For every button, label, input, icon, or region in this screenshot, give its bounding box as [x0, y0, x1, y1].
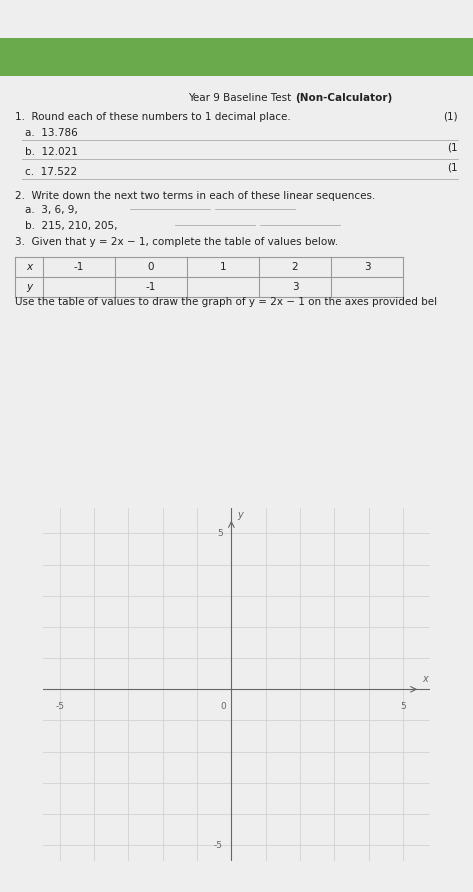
Text: 0: 0: [220, 702, 226, 711]
Text: (1: (1: [447, 162, 458, 172]
Text: c.  17.522: c. 17.522: [25, 168, 77, 178]
Text: Year 9 Baseline Test: Year 9 Baseline Test: [189, 93, 295, 103]
Bar: [0, 37, 473, 76]
Text: x: x: [26, 262, 32, 272]
Text: 3.  Given that y = 2x − 1, complete the table of values below.: 3. Given that y = 2x − 1, complete the t…: [15, 237, 338, 247]
Text: 1.  Round each of these numbers to 1 decimal place.: 1. Round each of these numbers to 1 deci…: [15, 112, 291, 121]
Text: (1): (1): [443, 112, 458, 121]
Text: 1: 1: [219, 262, 226, 272]
Text: (Non-Calculator): (Non-Calculator): [295, 93, 392, 103]
Text: y: y: [237, 509, 243, 520]
Text: -5: -5: [214, 840, 223, 850]
Text: -5: -5: [55, 702, 64, 711]
Text: b.  12.021: b. 12.021: [25, 147, 78, 158]
Text: 3: 3: [364, 262, 370, 272]
Text: b.  215, 210, 205,: b. 215, 210, 205,: [25, 221, 117, 231]
Text: (1: (1: [447, 143, 458, 153]
Text: a.  13.786: a. 13.786: [25, 128, 78, 137]
Text: 5: 5: [217, 529, 223, 538]
Text: y: y: [26, 282, 32, 292]
Text: 3: 3: [292, 282, 298, 292]
Text: x: x: [422, 673, 428, 683]
Text: Use the table of values to draw the graph of y = 2x − 1 on the axes provided bel: Use the table of values to draw the grap…: [15, 297, 437, 307]
Text: -1: -1: [146, 282, 156, 292]
Text: 5: 5: [400, 702, 406, 711]
Text: -1: -1: [74, 262, 84, 272]
Text: 2.  Write down the next two terms in each of these linear sequences.: 2. Write down the next two terms in each…: [15, 191, 376, 202]
Text: 0: 0: [148, 262, 154, 272]
Text: 2: 2: [292, 262, 298, 272]
Text: a.  3, 6, 9,: a. 3, 6, 9,: [25, 205, 78, 215]
